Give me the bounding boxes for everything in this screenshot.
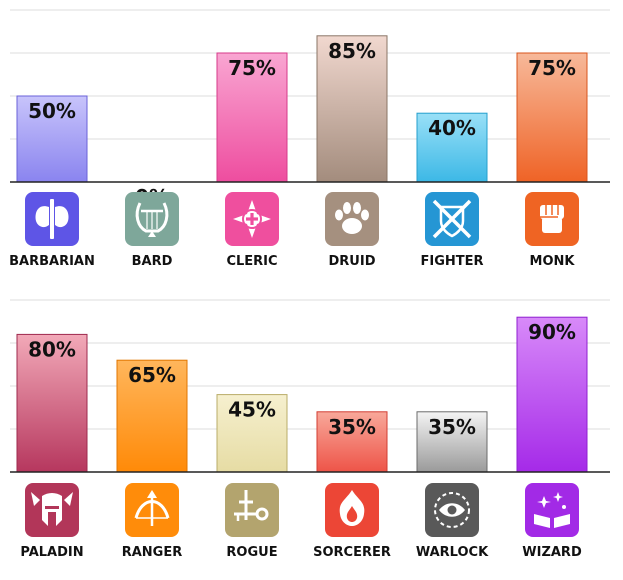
class-label-wizard: WIZARD <box>522 545 582 560</box>
class-label-fighter: FIGHTER <box>420 254 483 269</box>
class-label-warlock: WARLOCK <box>416 545 489 560</box>
class-label-barbarian: BARBARIAN <box>9 254 95 269</box>
bar-fighter <box>416 112 488 183</box>
paw-print-icon <box>325 192 379 246</box>
crossed-swords-shield-icon <box>425 192 479 246</box>
spellbook-icon <box>525 483 579 537</box>
class-label-monk: MONK <box>530 254 576 269</box>
value-label-barbarian: 50% <box>28 99 76 123</box>
battle-axe-icon <box>25 192 79 246</box>
class-label-rogue: ROGUE <box>226 545 277 560</box>
bar-sorcerer <box>316 411 388 473</box>
value-label-wizard: 90% <box>528 320 576 344</box>
dagger-and-key-icon <box>225 483 279 537</box>
class-label-paladin: PALADIN <box>20 545 83 560</box>
bar-rogue <box>216 394 288 473</box>
chart-panel-2: 80% PALADIN 65% RANGER 45% ROGUE 35% SORCERER 35… <box>10 299 610 560</box>
value-label-ranger: 65% <box>128 363 176 387</box>
bar-paladin <box>16 333 88 473</box>
bar-cleric <box>216 52 288 183</box>
value-label-paladin: 80% <box>28 337 76 361</box>
bar-barbarian <box>16 95 88 183</box>
class-label-sorcerer: SORCERER <box>313 545 391 560</box>
class-label-bard: BARD <box>132 254 173 269</box>
bow-and-arrow-icon <box>125 483 179 537</box>
winged-helmet-icon <box>25 483 79 537</box>
value-label-druid: 85% <box>328 39 376 63</box>
bar-monk <box>516 52 588 183</box>
value-label-monk: 75% <box>528 56 576 80</box>
value-label-sorcerer: 35% <box>328 415 376 439</box>
class-label-ranger: RANGER <box>122 545 183 560</box>
fist-icon <box>525 192 579 246</box>
flame-burst-icon <box>325 483 379 537</box>
lyre-icon <box>125 192 179 246</box>
value-label-rogue: 45% <box>228 398 276 422</box>
holy-symbol-icon <box>225 192 279 246</box>
value-label-cleric: 75% <box>228 56 276 80</box>
class-label-cleric: CLERIC <box>226 254 277 269</box>
bar-wizard <box>516 316 588 473</box>
class-label-druid: DRUID <box>329 254 376 269</box>
bar-druid <box>316 35 388 183</box>
value-label-warlock: 35% <box>428 415 476 439</box>
eye-sigil-icon <box>425 483 479 537</box>
value-label-fighter: 40% <box>428 116 476 140</box>
chart-panel-1: 50%BARBARIAN0%BARD75%CLERIC85%DRUID40%FI… <box>9 9 610 269</box>
